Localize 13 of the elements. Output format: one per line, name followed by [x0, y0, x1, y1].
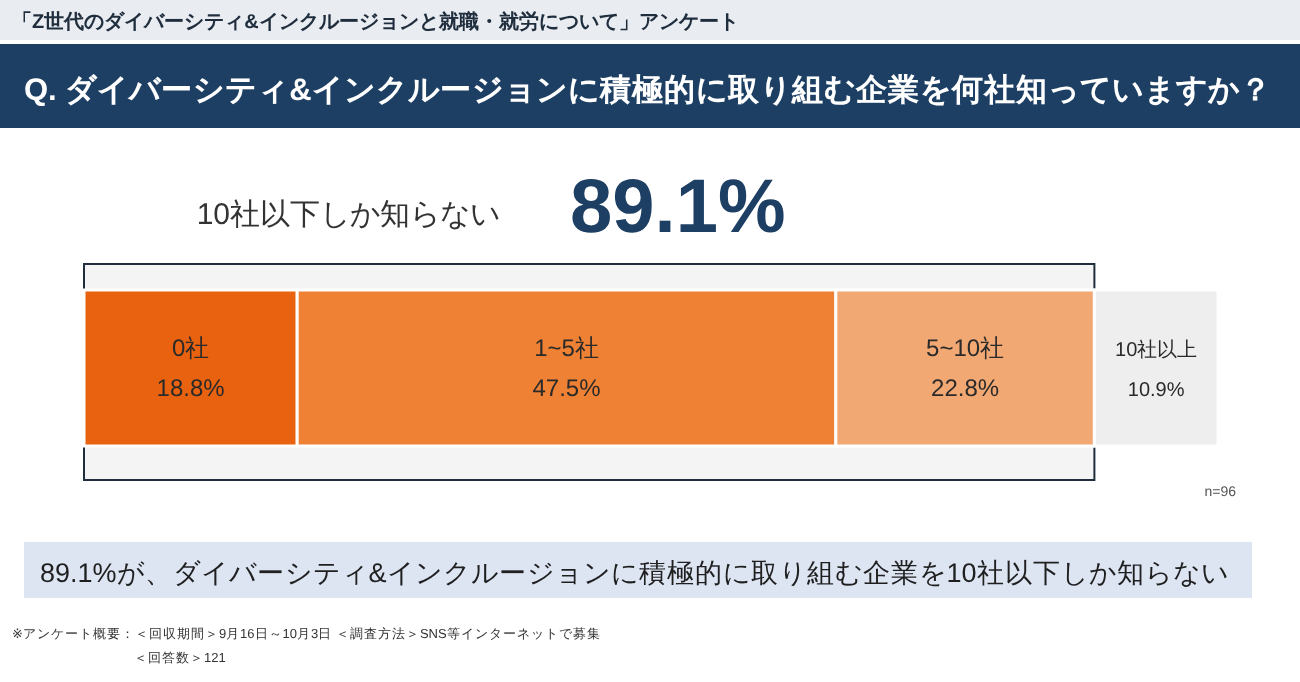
text: 89.1%が、ダイバーシティ&インクルージョンに積極的に取り組む企業を10社以下しか知らない	[40, 558, 1229, 588]
text: 89.1%	[570, 166, 786, 250]
value-label: 22.8%	[931, 374, 1000, 402]
value-label: 18.8%	[156, 374, 225, 402]
value-label: 47.5%	[532, 374, 601, 402]
value-label: 10.9%	[1127, 380, 1185, 402]
series-name: 1~5社	[534, 334, 599, 362]
series-name: 10社以上	[1115, 340, 1198, 362]
series-name: 0社	[171, 334, 210, 362]
text: 10社以下しか知らない	[196, 198, 500, 232]
subtitle: Q. ダイバーシティ&インクルージョンに積極的に取り組む企業を何社知っていますか？	[24, 74, 1272, 108]
title: 「Z世代のダイバーシティ&インクルージョンと就職・就労について」アンケート	[12, 12, 739, 34]
series-name: 5~10社	[926, 334, 1005, 362]
